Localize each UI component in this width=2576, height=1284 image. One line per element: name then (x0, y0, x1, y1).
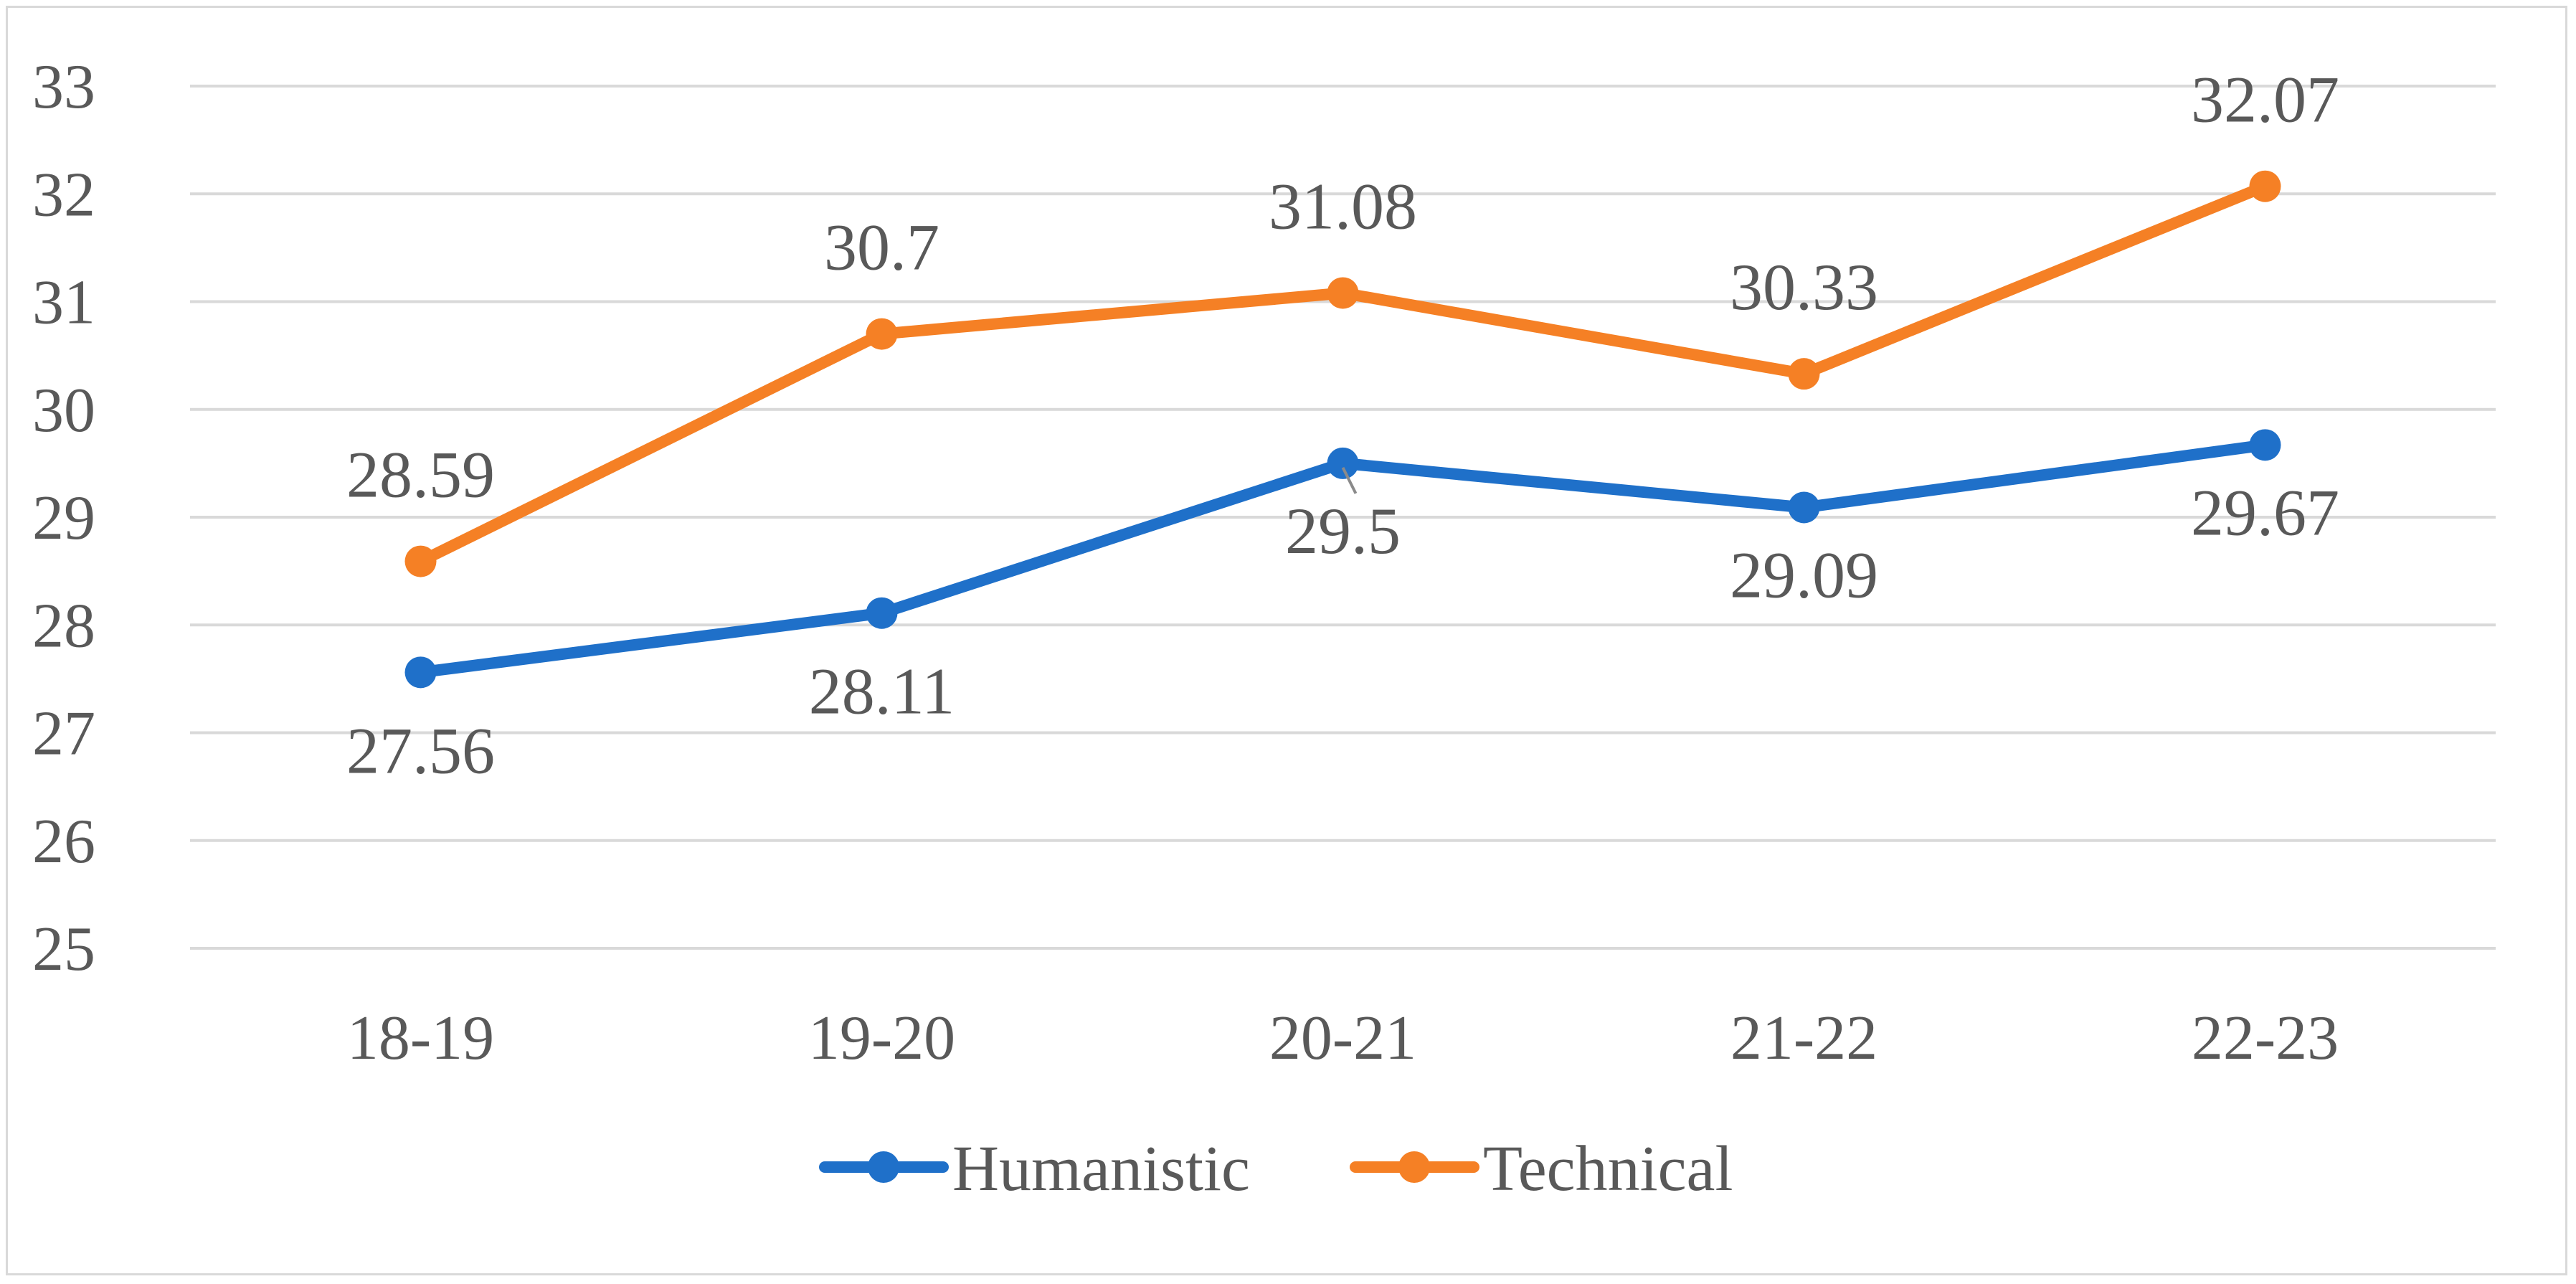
data-point (866, 597, 898, 629)
legend-label: Humanistic (952, 1133, 1250, 1204)
legend-marker (1398, 1151, 1430, 1183)
legend-marker (868, 1151, 899, 1183)
y-tick-label: 31 (32, 268, 95, 338)
data-labels: 27.56 28.11 29.5 29.09 29.67 28.59 30.7 31.08 30… (346, 63, 2339, 788)
data-label: 29.67 (2191, 476, 2339, 549)
legend-label: Technical (1483, 1133, 1733, 1204)
y-tick-label: 29 (32, 483, 95, 553)
x-tick-label: 22-23 (2192, 1004, 2339, 1073)
gridlines (190, 85, 2496, 950)
data-point (1788, 491, 1820, 524)
data-point (2249, 429, 2281, 461)
data-label: 28.11 (809, 655, 955, 728)
y-tick-label: 27 (32, 699, 95, 769)
y-tick-label: 26 (32, 807, 95, 877)
data-label: 30.33 (1730, 250, 1878, 324)
data-point (2249, 170, 2281, 202)
series-lines (404, 170, 2281, 689)
x-tick-label: 18-19 (347, 1004, 494, 1073)
y-tick-label: 32 (32, 160, 95, 230)
data-point (404, 656, 437, 689)
y-tick-label: 30 (32, 376, 95, 445)
y-axis-ticks: 25 26 27 28 29 30 31 32 33 (32, 52, 95, 984)
data-label: 30.7 (824, 211, 939, 284)
data-label: 31.08 (1269, 169, 1417, 242)
y-tick-label: 25 (32, 915, 95, 984)
data-label: 28.59 (346, 438, 495, 511)
data-point (866, 318, 898, 350)
chart-frame (6, 6, 2567, 1275)
data-point (1788, 358, 1820, 390)
leader-line (1341, 466, 1358, 494)
data-label: 29.09 (1730, 538, 1878, 611)
data-label: 27.56 (346, 714, 495, 787)
data-label: 32.07 (2191, 63, 2339, 136)
data-label: 29.5 (1285, 494, 1401, 567)
y-tick-label: 33 (32, 52, 95, 122)
x-tick-label: 20-21 (1269, 1004, 1416, 1073)
x-axis-ticks: 18-19 19-20 20-21 21-22 22-23 (347, 1004, 2339, 1073)
data-point (404, 545, 437, 577)
legend: Humanistic Technical (819, 1133, 1733, 1204)
data-point (1327, 277, 1359, 309)
data-point (1327, 447, 1359, 479)
y-tick-label: 28 (32, 591, 95, 661)
x-tick-label: 19-20 (808, 1004, 955, 1073)
x-tick-label: 21-22 (1730, 1004, 1877, 1073)
